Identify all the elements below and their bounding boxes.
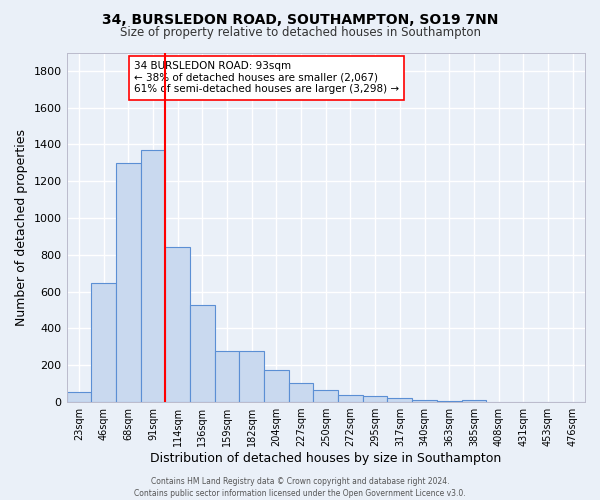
- Text: 34 BURSLEDON ROAD: 93sqm
← 38% of detached houses are smaller (2,067)
61% of sem: 34 BURSLEDON ROAD: 93sqm ← 38% of detach…: [134, 61, 399, 94]
- Y-axis label: Number of detached properties: Number of detached properties: [15, 129, 28, 326]
- Bar: [338, 394, 363, 402]
- Bar: [165, 246, 190, 402]
- Text: Contains HM Land Registry data © Crown copyright and database right 2024.
Contai: Contains HM Land Registry data © Crown c…: [134, 476, 466, 498]
- Text: Size of property relative to detached houses in Southampton: Size of property relative to detached ho…: [119, 26, 481, 39]
- Bar: [289, 383, 313, 402]
- Bar: [437, 401, 461, 402]
- Bar: [363, 396, 388, 402]
- X-axis label: Distribution of detached houses by size in Southampton: Distribution of detached houses by size …: [150, 452, 502, 465]
- Bar: [140, 150, 165, 402]
- Bar: [412, 400, 437, 402]
- Bar: [388, 398, 412, 402]
- Bar: [461, 400, 486, 402]
- Bar: [264, 370, 289, 402]
- Bar: [190, 306, 215, 402]
- Bar: [215, 352, 239, 402]
- Bar: [67, 392, 91, 402]
- Bar: [239, 352, 264, 402]
- Bar: [313, 390, 338, 402]
- Bar: [116, 163, 140, 402]
- Bar: [91, 284, 116, 402]
- Text: 34, BURSLEDON ROAD, SOUTHAMPTON, SO19 7NN: 34, BURSLEDON ROAD, SOUTHAMPTON, SO19 7N…: [102, 12, 498, 26]
